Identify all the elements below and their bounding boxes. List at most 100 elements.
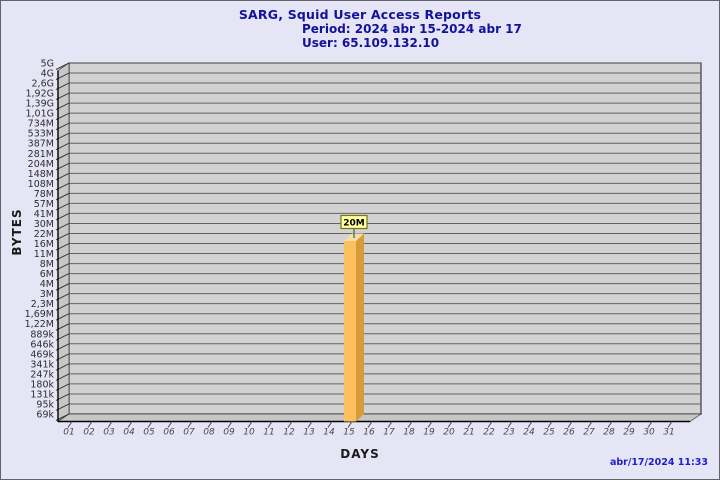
x-tick-label: 12 [283, 428, 295, 438]
x-tick [627, 421, 633, 428]
x-tick [527, 421, 533, 428]
x-tick [607, 421, 613, 428]
x-tick-label: 07 [183, 428, 195, 438]
y-tick-label: 131k [30, 389, 54, 400]
x-tick [307, 421, 313, 428]
x-tick [87, 421, 93, 428]
y-tick-label: 533M [28, 129, 54, 140]
y-tick-label: 4M [40, 279, 54, 290]
y-tick [55, 62, 70, 70]
bar-front [344, 241, 356, 422]
x-tick-label: 01 [63, 428, 74, 438]
y-tick-label: 1,69M [25, 309, 54, 320]
x-tick [647, 421, 653, 428]
y-tick-label: 2,3M [31, 299, 54, 310]
x-tick [407, 421, 413, 428]
x-tick [327, 421, 333, 428]
y-tick-label: 281M [28, 149, 54, 160]
plot-floor [56, 413, 703, 422]
y-tick-label: 341k [30, 359, 54, 370]
x-tick [67, 421, 73, 428]
y-tick-label: 11M [34, 249, 54, 260]
x-tick-label: 09 [223, 428, 235, 438]
y-tick-label: 95k [36, 399, 54, 410]
x-tick [127, 421, 133, 428]
x-tick [447, 421, 453, 428]
x-tick-label: 06 [163, 428, 175, 438]
x-tick-label: 19 [423, 428, 435, 438]
bar-side [356, 233, 364, 422]
x-tick-label: 13 [303, 428, 315, 438]
y-tick-label: 4G [41, 69, 54, 80]
x-tick [367, 421, 373, 428]
y-tick-label: 387M [28, 139, 54, 150]
y-tick-label: 1,92G [25, 89, 54, 100]
y-tick-label: 16M [34, 239, 54, 250]
x-tick-label: 15 [343, 428, 355, 438]
x-tick-label: 04 [123, 428, 135, 438]
report-timestamp: abr/17/2024 11:33 [609, 457, 708, 468]
y-tick-label: 1,22M [25, 319, 54, 330]
x-tick-label: 18 [403, 428, 415, 438]
plot-back-wall [68, 62, 702, 415]
chart-subtitle-period: Period: 2024 abr 15-2024 abr 17 [302, 22, 522, 36]
x-tick [227, 421, 233, 428]
y-tick-label: 889k [30, 329, 54, 340]
y-tick-label: 1,39G [25, 99, 54, 110]
y-tick-label: 78M [34, 189, 54, 200]
x-tick-label: 30 [643, 428, 655, 438]
x-tick [507, 421, 513, 428]
x-tick [107, 421, 113, 428]
x-tick-label: 10 [243, 428, 255, 438]
x-tick [167, 421, 173, 428]
value-label-box [340, 214, 368, 230]
x-tick [427, 421, 433, 428]
x-tick-label: 17 [383, 428, 395, 438]
x-tick-label: 29 [623, 428, 635, 438]
x-tick [267, 421, 273, 428]
x-tick [207, 421, 213, 428]
x-tick [147, 421, 153, 428]
y-tick-label: 734M [28, 119, 54, 130]
x-tick-label: 25 [543, 428, 555, 438]
y-tick-label: 3M [40, 289, 54, 300]
x-tick-label: 02 [83, 428, 95, 438]
x-tick-label: 20 [443, 428, 455, 438]
y-tick-label: 1,01G [25, 109, 54, 120]
x-tick [587, 421, 593, 428]
y-tick-label: 30M [34, 219, 54, 230]
x-tick-label: 27 [583, 428, 595, 438]
y-tick-label: 69k [36, 410, 54, 421]
y-tick-label: 41M [34, 209, 54, 220]
chart-subtitle-user: User: 65.109.132.10 [302, 36, 440, 50]
x-tick-label: 08 [203, 428, 215, 438]
x-tick-label: 24 [523, 428, 535, 438]
x-tick-label: 16 [363, 428, 375, 438]
x-tick [547, 421, 553, 428]
x-tick-label: 23 [503, 428, 515, 438]
x-tick-label: 21 [463, 428, 474, 438]
x-tick-label: 03 [103, 428, 115, 438]
y-tick-label: 22M [34, 229, 54, 240]
y-tick-label: 204M [28, 159, 54, 170]
x-tick-label: 11 [263, 428, 274, 438]
x-tick [487, 421, 493, 428]
x-tick [567, 421, 573, 428]
x-tick [287, 421, 293, 428]
y-tick-label: 247k [30, 369, 54, 380]
x-tick-label: 31 [663, 428, 674, 438]
plot-left-wall [57, 62, 70, 423]
y-tick-label: 5G [41, 59, 54, 70]
x-axis-title: DAYS [340, 447, 380, 461]
x-tick [387, 421, 393, 428]
x-tick-label: 05 [143, 428, 155, 438]
y-tick-label: 8M [40, 259, 54, 270]
y-tick-label: 646k [30, 339, 54, 350]
y-tick-label: 469k [30, 349, 54, 360]
x-tick [347, 421, 353, 428]
x-tick [187, 421, 193, 428]
y-tick-label: 148M [28, 169, 54, 180]
x-tick [667, 421, 673, 428]
